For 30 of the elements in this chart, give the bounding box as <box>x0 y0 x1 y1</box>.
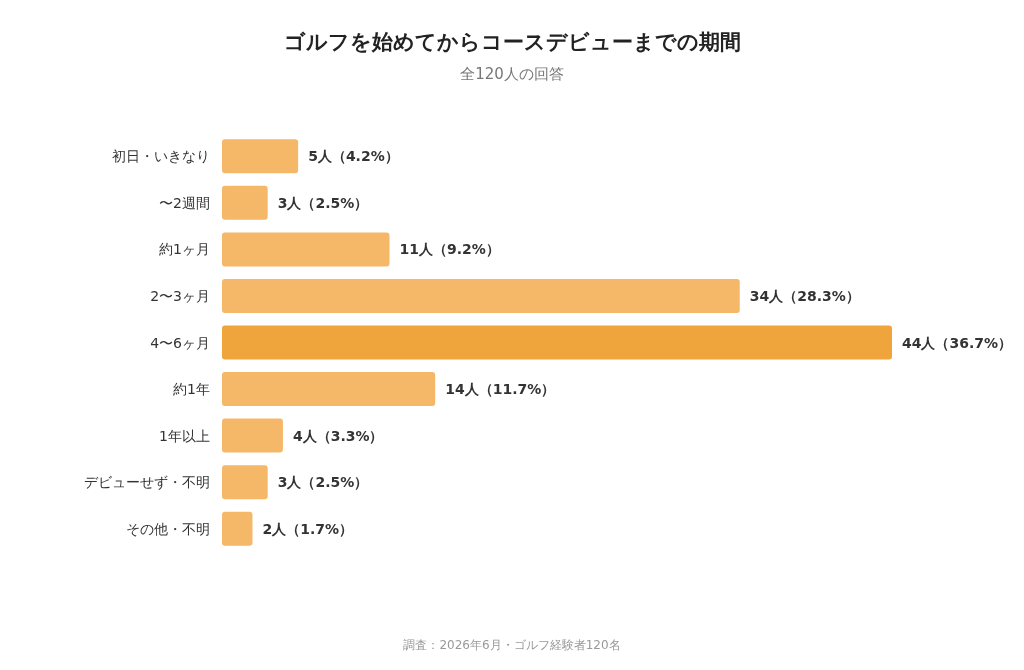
bar <box>222 372 436 407</box>
data-label: 3人（2.5%） <box>277 474 369 491</box>
data-label: 3人（2.5%） <box>277 194 369 211</box>
bar <box>222 139 299 174</box>
y-tick-label: 2〜3ヶ月 <box>150 287 210 304</box>
y-tick-label: 初日・いきなり <box>112 148 210 165</box>
y-tick-label: その他・不明 <box>126 520 210 537</box>
data-label: 11人（9.2%） <box>399 241 500 258</box>
bar <box>222 511 253 546</box>
y-tick-label: 約1ヶ月 <box>159 241 210 258</box>
bar <box>222 325 892 360</box>
y-tick-label: 〜2週間 <box>159 194 210 211</box>
bar <box>222 185 268 220</box>
y-tick-label: デビューせず・不明 <box>84 474 210 491</box>
data-label: 34人（28.3%） <box>749 287 860 304</box>
bar <box>222 232 390 267</box>
bar <box>222 418 283 453</box>
data-label: 14人（11.7%） <box>445 381 556 398</box>
data-label: 4人（3.3%） <box>292 427 384 444</box>
data-label: 2人（1.7%） <box>262 520 354 537</box>
bar <box>222 465 268 500</box>
text: 調査：2026年6月・ゴルフ経験者120名 <box>403 638 621 652</box>
chart-subtitle: 全120人の回答 <box>460 64 564 83</box>
y-tick-label: 約1年 <box>173 381 210 398</box>
data-label: 5人（4.2%） <box>308 148 399 165</box>
bar <box>222 278 740 313</box>
y-tick-label: 1年以上 <box>159 427 210 444</box>
data-label: 44人（36.7%） <box>902 334 1013 351</box>
y-tick-label: 4〜6ヶ月 <box>150 334 210 351</box>
chart-title: ゴルフを始めてからコースデビューまでの期間 <box>283 29 741 54</box>
